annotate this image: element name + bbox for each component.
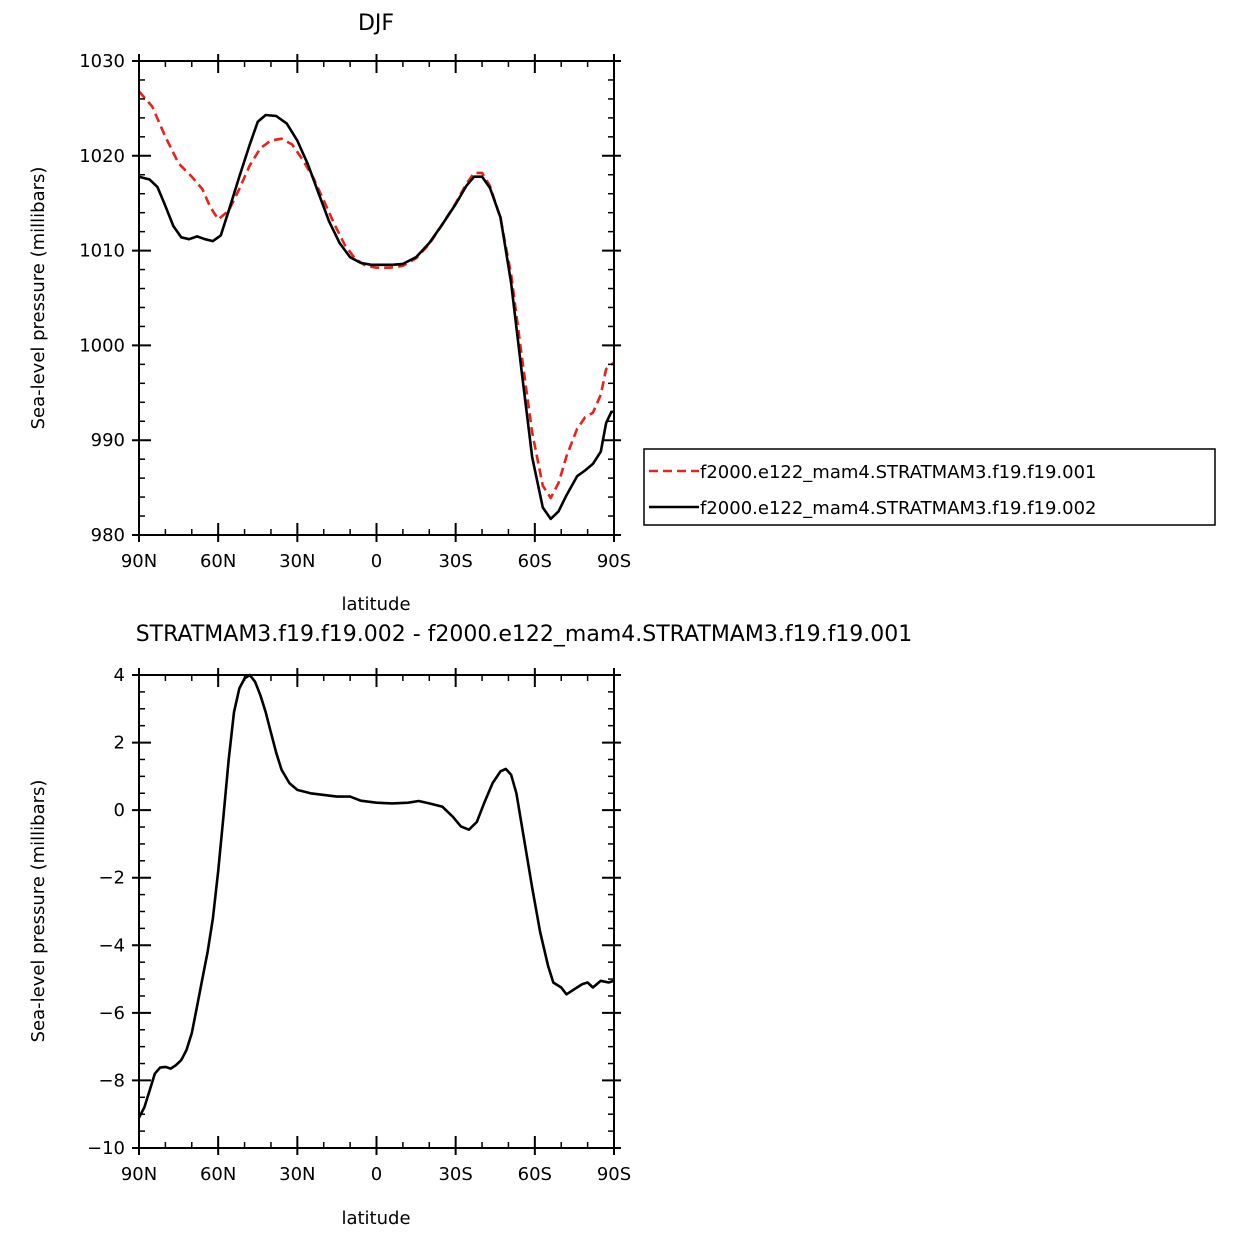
bottom-x-tick-label: 60N <box>200 1164 236 1185</box>
legend-label-series-001: f2000.e122_mam4.STRATMAM3.f19.f19.001 <box>700 462 1097 483</box>
bottom-plot-frame <box>138 674 615 1149</box>
bottom-y-tick-label: −2 <box>98 868 125 889</box>
bottom-axis-ticks: 90N 60N 30N 0 30S 60S 90S −10 −8 −6 −4 −2 0 2 4 <box>87 665 631 1185</box>
top-axis-ticks: 90N 60N 30N 0 30S 60S 90S 980 990 1000 1010 1020 103… <box>79 51 631 572</box>
top-x-tick-label: 0 <box>371 551 382 572</box>
bottom-series-line-0 <box>137 673 615 1119</box>
bottom-y-tick-label: −10 <box>87 1138 125 1159</box>
top-y-tick-label: 1030 <box>79 51 125 72</box>
bottom-y-axis-label: Sea-level pressure (millibars) <box>28 780 49 1043</box>
bottom-x-tick-label: 90N <box>121 1164 157 1185</box>
top-x-axis-label: latitude <box>341 594 410 615</box>
bottom-x-tick-label: 60S <box>518 1164 552 1185</box>
bottom-y-tick-label: −4 <box>98 935 125 956</box>
top-chart: DJF 90N 60N 30N 0 30S 60S 90S 980 990 1000 1010 102… <box>28 11 631 615</box>
top-x-tick-label: 90N <box>121 551 157 572</box>
bottom-y-tick-label: 2 <box>114 733 125 754</box>
bottom-y-tick-label: 0 <box>114 800 125 821</box>
top-series-layer <box>138 90 615 521</box>
bottom-y-tick-label: −8 <box>98 1070 125 1091</box>
top-series-line-1 <box>138 113 614 521</box>
bottom-chart-title: STRATMAM3.f19.f19.002 - f2000.e122_mam4.… <box>136 622 913 647</box>
top-y-tick-label: 1000 <box>79 335 125 356</box>
top-series-line-0 <box>138 90 615 500</box>
bottom-x-tick-label: 0 <box>371 1164 382 1185</box>
top-plot-frame <box>138 60 615 536</box>
top-y-tick-label: 1010 <box>79 241 125 262</box>
top-y-axis-label: Sea-level pressure (millibars) <box>28 167 49 430</box>
bottom-x-tick-label: 90S <box>597 1164 631 1185</box>
legend: f2000.e122_mam4.STRATMAM3.f19.f19.001 f2… <box>643 448 1216 526</box>
bottom-x-axis-label: latitude <box>341 1208 410 1229</box>
bottom-chart: STRATMAM3.f19.f19.002 - f2000.e122_mam4.… <box>28 622 912 1229</box>
bottom-y-tick-label: −6 <box>98 1003 125 1024</box>
top-x-tick-label: 60S <box>518 551 552 572</box>
bottom-series-layer <box>137 673 615 1119</box>
legend-label-series-002: f2000.e122_mam4.STRATMAM3.f19.f19.002 <box>700 498 1097 519</box>
top-y-tick-label: 980 <box>91 525 125 546</box>
top-x-tick-label: 30S <box>438 551 472 572</box>
bottom-y-tick-label: 4 <box>114 665 125 686</box>
top-x-tick-label: 90S <box>597 551 631 572</box>
top-y-tick-label: 990 <box>91 430 125 451</box>
top-x-tick-label: 60N <box>200 551 236 572</box>
legend-box <box>643 448 1216 526</box>
top-chart-title: DJF <box>358 11 394 36</box>
bottom-x-tick-label: 30N <box>279 1164 315 1185</box>
top-x-tick-label: 30N <box>279 551 315 572</box>
top-y-tick-label: 1020 <box>79 146 125 167</box>
bottom-x-tick-label: 30S <box>438 1164 472 1185</box>
